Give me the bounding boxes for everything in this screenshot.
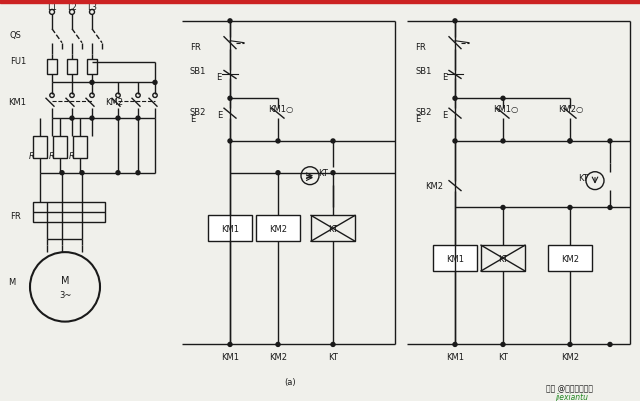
Text: KT: KT [578,174,588,183]
Text: QS: QS [10,31,22,40]
Circle shape [501,342,505,346]
Text: KM2: KM2 [269,224,287,233]
Text: L1: L1 [47,4,57,12]
Circle shape [276,140,280,144]
Text: R: R [29,152,35,161]
Bar [67,59,77,75]
Text: KT: KT [328,224,338,233]
Text: R: R [49,152,55,161]
Text: R: R [69,152,75,161]
Text: E: E [190,114,195,124]
Bar [47,59,57,75]
Text: FU1: FU1 [10,57,26,66]
Text: E: E [216,73,221,82]
Text: M: M [61,275,69,285]
Text: KT: KT [328,352,338,361]
Circle shape [228,20,232,24]
Circle shape [136,171,140,175]
Text: KM2: KM2 [105,97,123,107]
Text: L3: L3 [87,4,97,12]
Circle shape [501,206,505,210]
Circle shape [80,171,84,175]
Text: E: E [217,110,222,119]
Circle shape [608,140,612,144]
Circle shape [453,342,457,346]
Circle shape [276,342,280,346]
Circle shape [90,81,94,85]
Text: KM1○: KM1○ [493,104,518,113]
Bar [33,203,105,223]
Text: KM1: KM1 [446,352,464,361]
Text: KM2: KM2 [269,352,287,361]
Text: E: E [442,110,447,119]
Text: KM2: KM2 [425,182,443,190]
Circle shape [568,342,572,346]
Circle shape [276,171,280,175]
Text: KM1: KM1 [221,352,239,361]
Bar [0,0,640,4]
Circle shape [90,117,94,121]
Circle shape [136,117,140,121]
Text: FR: FR [190,43,201,52]
Bar [311,216,355,241]
Bar [33,137,47,158]
Circle shape [60,171,64,175]
Circle shape [331,342,335,346]
Text: SB1: SB1 [190,67,206,76]
Text: 3~: 3~ [59,291,71,300]
Bar [53,137,67,158]
Circle shape [453,20,457,24]
Bar [481,245,525,271]
Circle shape [568,140,572,144]
Text: KM2: KM2 [561,254,579,263]
Text: KM2: KM2 [561,352,579,361]
Circle shape [153,81,157,85]
Circle shape [608,206,612,210]
Circle shape [453,97,457,101]
Text: KM1: KM1 [8,97,26,107]
Text: KM2○: KM2○ [558,104,583,113]
Circle shape [228,140,232,144]
Circle shape [331,171,335,175]
Circle shape [228,342,232,346]
Circle shape [116,117,120,121]
Circle shape [228,97,232,101]
Bar [87,59,97,75]
Text: KT: KT [498,254,508,263]
Text: KT: KT [318,169,328,178]
Bar [548,245,592,271]
Text: 头条 @蜂慷智能制造: 头条 @蜂慷智能制造 [547,384,593,393]
Text: L2: L2 [67,4,77,12]
Bar [256,216,300,241]
Circle shape [331,140,335,144]
Text: KM1: KM1 [221,224,239,233]
Bar [73,137,87,158]
Text: SB2: SB2 [190,107,206,116]
Circle shape [501,140,505,144]
Text: (a): (a) [284,377,296,386]
Text: M: M [8,278,15,287]
Bar [433,245,477,271]
Text: FR: FR [415,43,426,52]
Bar [208,216,252,241]
Text: KM1: KM1 [446,254,464,263]
Text: SB2: SB2 [415,107,431,116]
Circle shape [568,206,572,210]
Circle shape [453,140,457,144]
Circle shape [70,117,74,121]
Text: FR: FR [10,211,20,220]
Text: jiexiantu: jiexiantu [556,392,589,401]
Text: SB1: SB1 [415,67,431,76]
Circle shape [608,342,612,346]
Circle shape [501,97,505,101]
Text: KM1○: KM1○ [268,104,293,113]
Text: KT: KT [498,352,508,361]
Text: E: E [415,114,420,124]
Text: E: E [442,73,447,82]
Circle shape [568,140,572,144]
Circle shape [116,171,120,175]
